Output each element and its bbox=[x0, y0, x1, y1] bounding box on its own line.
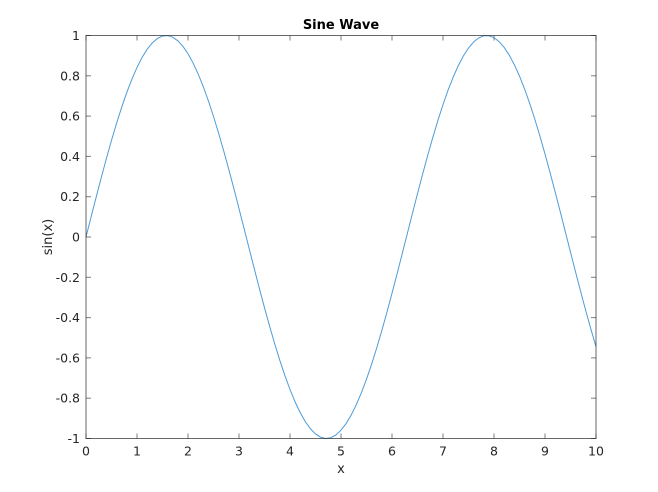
y-tick-label: -0.2 bbox=[56, 270, 80, 285]
x-tick-label: 7 bbox=[439, 444, 447, 459]
x-tick-label: 5 bbox=[337, 444, 345, 459]
x-tick-label: 1 bbox=[133, 444, 141, 459]
x-tick-label: 3 bbox=[235, 444, 243, 459]
y-tick-label: 0 bbox=[72, 230, 80, 245]
y-tick-label: 0.8 bbox=[60, 68, 80, 83]
y-tick-label: -1 bbox=[68, 431, 80, 446]
plot-area bbox=[86, 35, 596, 439]
x-tick-label: 8 bbox=[490, 444, 498, 459]
x-tick-label: 2 bbox=[184, 444, 192, 459]
axes-box bbox=[85, 35, 597, 439]
y-tick-label: 0.4 bbox=[60, 149, 80, 164]
y-tick-label: -0.8 bbox=[56, 391, 80, 406]
x-tick-label: 0 bbox=[82, 444, 90, 459]
x-tick-label: 4 bbox=[286, 444, 294, 459]
sine-series-line bbox=[85, 35, 597, 439]
x-tick-label: 9 bbox=[541, 444, 549, 459]
axis-ticks: 0 1 2 3 4 5 6 7 8 9 10 -1 -0.8 -0.6 -0.4 -0.2 0 0.2 0.4 0.6… bbox=[56, 28, 604, 459]
y-tick-label: 0.2 bbox=[60, 189, 80, 204]
y-tick-label: 1 bbox=[72, 28, 80, 43]
y-tick-label: 0.6 bbox=[60, 109, 80, 124]
y-axis-label: sin(x) bbox=[41, 219, 56, 255]
y-tick-label: -0.4 bbox=[56, 310, 80, 325]
x-tick-label: 10 bbox=[588, 444, 604, 459]
y-tick-label: -0.6 bbox=[56, 350, 80, 365]
x-axis-label: x bbox=[337, 462, 345, 477]
x-tick-label: 6 bbox=[388, 444, 396, 459]
chart-title: Sine Wave bbox=[303, 18, 380, 33]
